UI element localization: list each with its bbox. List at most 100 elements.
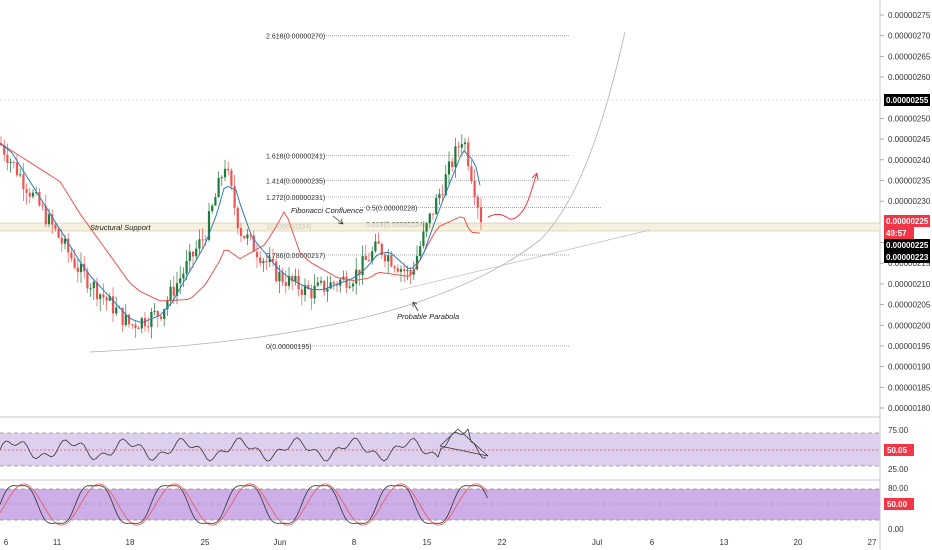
candle-body xyxy=(89,288,92,290)
candle-body xyxy=(31,192,35,197)
candle-body xyxy=(383,254,387,262)
candle-body xyxy=(108,296,111,301)
candle-body xyxy=(51,214,54,225)
candle-body xyxy=(172,286,175,296)
candle-body xyxy=(233,186,236,208)
time-tick-label: 22 xyxy=(498,538,507,547)
trend-line xyxy=(399,229,651,291)
candle-body xyxy=(431,213,435,215)
candle-body xyxy=(214,197,217,206)
price-tick-label: 0.00000205 xyxy=(888,301,931,310)
candle-body xyxy=(60,237,63,244)
candle-body xyxy=(153,311,156,313)
candle-body xyxy=(390,255,393,267)
candle-body xyxy=(409,270,412,275)
candlestick-series xyxy=(0,134,483,339)
candle-body xyxy=(191,251,195,257)
price-tick-label: 0.00000200 xyxy=(888,321,931,330)
candle-body xyxy=(319,280,323,283)
price-tick-label: 0.00000265 xyxy=(888,52,931,61)
rsi-wedge-lines xyxy=(439,428,489,457)
price-badge-label: 0.00000223 xyxy=(886,253,929,262)
candle-body xyxy=(300,289,303,295)
candle-body xyxy=(310,289,313,299)
candle-body xyxy=(143,318,147,327)
candle-body xyxy=(70,252,73,259)
support-zone xyxy=(0,223,880,231)
candle-body xyxy=(92,281,95,289)
candle-body xyxy=(243,235,246,239)
candle-body xyxy=(223,168,227,178)
candle-body xyxy=(201,239,204,241)
candle-body xyxy=(463,142,467,145)
rsi-axis-label: 25.00 xyxy=(888,465,909,474)
candle-body xyxy=(140,318,143,329)
price-tick-label: 0.00000215 xyxy=(888,259,931,268)
price-badge-label: 0.00000225 xyxy=(886,241,929,250)
candle-body xyxy=(195,248,198,257)
stoch-value-label: 50.00 xyxy=(887,500,908,509)
candle-body xyxy=(252,235,255,252)
time-tick-label: 18 xyxy=(126,538,135,547)
price-badge xyxy=(884,251,930,263)
fib-label: 2.618(0.00000270) xyxy=(266,34,325,41)
candle-body xyxy=(47,214,51,225)
stoch-axis-label: 0.00 xyxy=(888,525,904,534)
fib-label: 0.786(0.00000217) xyxy=(266,253,325,260)
candle-body xyxy=(406,270,409,272)
candle-body xyxy=(182,273,185,279)
candle-body xyxy=(115,307,118,314)
candle-body xyxy=(63,238,67,244)
price-tick-label: 0.00000240 xyxy=(888,156,931,165)
candle-body xyxy=(188,251,191,262)
price-tick-label: 0.00000190 xyxy=(888,363,931,372)
candle-body xyxy=(265,261,268,263)
candle-body xyxy=(95,281,99,299)
candle-body xyxy=(380,243,383,255)
price-badge-label: 0.00000255 xyxy=(886,96,929,105)
fib-confluence-label: Fibonacci Confluence xyxy=(291,206,363,215)
candle-body xyxy=(204,239,207,241)
candle-body xyxy=(198,239,201,249)
rsi-band xyxy=(0,433,880,466)
time-tick-label: 27 xyxy=(868,538,877,547)
candle-body xyxy=(175,283,179,296)
price-axis[interactable]: 0.00000275 0.00000270 0.00000265 0.00000260… xyxy=(880,11,931,534)
candle-body xyxy=(169,286,172,302)
price-tick-label: 0.00000210 xyxy=(888,280,931,289)
candle-body xyxy=(44,206,47,225)
candle-body xyxy=(99,294,102,299)
candle-body xyxy=(374,241,377,252)
candle-body xyxy=(473,180,476,198)
candle-body xyxy=(326,288,329,292)
candle-body xyxy=(15,162,19,176)
candle-body xyxy=(137,328,140,330)
candle-body xyxy=(342,276,345,280)
candle-body xyxy=(479,207,483,223)
fib-label: 1.618(0.00000241) xyxy=(266,154,325,161)
time-axis[interactable]: 6 11 18 25 Jun 8 15 22 Jul 6 13 20 27 xyxy=(4,538,877,547)
candle-body xyxy=(166,301,169,310)
candle-body xyxy=(3,145,6,155)
candle-body xyxy=(35,192,38,194)
candle-body xyxy=(329,282,332,289)
candle-body xyxy=(230,170,233,187)
candle-body xyxy=(294,276,297,282)
candle-body xyxy=(262,261,265,264)
candle-body xyxy=(470,166,473,181)
candle-body xyxy=(371,251,374,262)
candle-body xyxy=(367,260,371,262)
stoch-d-line xyxy=(0,483,488,526)
candle-body xyxy=(444,174,447,196)
candle-body xyxy=(419,246,422,257)
candle-body xyxy=(57,228,60,238)
candle-body xyxy=(179,278,182,284)
price-badge xyxy=(884,215,930,227)
price-tick-label: 0.00000245 xyxy=(888,135,931,144)
candle-body xyxy=(467,142,470,167)
candle-body xyxy=(79,263,83,273)
candle-body xyxy=(454,146,457,168)
candle-body xyxy=(396,268,399,272)
rsi-value-label: 50.05 xyxy=(887,446,908,455)
